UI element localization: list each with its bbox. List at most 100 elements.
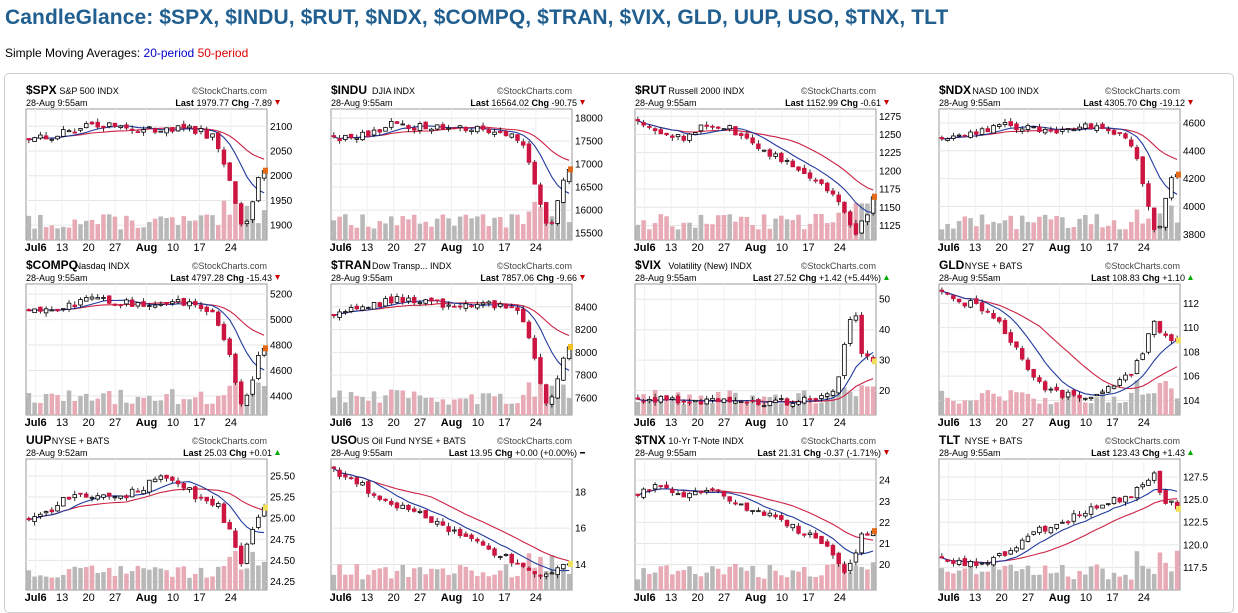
candle-body xyxy=(118,304,123,307)
chart-compq[interactable]: $COMPQ Nasdaq INDX ©StockCharts.com 28-Aug … xyxy=(25,258,293,434)
chart-last: Last 4797.28 Chg -15.43 xyxy=(170,273,272,283)
volume-bar xyxy=(1019,392,1025,415)
chart-vix[interactable]: $VIX Volatility (New) INDX ©StockCharts.co… xyxy=(634,258,893,434)
volume-bar xyxy=(870,210,876,240)
candle-body xyxy=(693,132,698,135)
candle-body xyxy=(256,355,261,379)
volume-bar xyxy=(796,214,801,240)
candle-body xyxy=(991,556,996,566)
chart-rut[interactable]: $RUT Russell 2000 INDX ©StockCharts.com 28-… xyxy=(634,83,902,259)
volume-bar xyxy=(773,570,778,590)
candle-body xyxy=(389,296,394,304)
candle-body xyxy=(1008,332,1013,343)
volume-bar xyxy=(790,220,796,240)
candle-body xyxy=(670,397,675,400)
candle-body xyxy=(693,399,698,403)
candle-body xyxy=(767,149,773,157)
volume-bar xyxy=(985,224,991,240)
chart-uup[interactable]: UUP NYSE + BATS ©StockCharts.com 28-Aug 9:5… xyxy=(25,433,296,609)
chart-last: Last 27.52 Chg +1.42 (+5.44%) xyxy=(753,273,881,283)
candle-body xyxy=(118,125,123,128)
x-tick-label: 24 xyxy=(225,242,237,254)
candle-body xyxy=(1042,128,1048,134)
volume-bar xyxy=(158,400,164,415)
candle-body xyxy=(830,190,836,195)
volume-bar xyxy=(1037,216,1042,240)
volume-bar xyxy=(1169,205,1174,240)
volume-bar xyxy=(366,226,371,240)
change-up-icon xyxy=(884,275,889,280)
volume-bar xyxy=(221,395,227,415)
volume-bar xyxy=(49,577,55,590)
candle-body xyxy=(1151,207,1157,231)
volume-bar xyxy=(452,573,457,590)
candle-body xyxy=(446,127,451,130)
candle-body xyxy=(721,398,727,403)
candle-body xyxy=(1048,388,1054,391)
x-tick-label: 10 xyxy=(776,417,788,429)
candle-body xyxy=(710,488,715,491)
candle-body xyxy=(193,301,198,306)
chart-name: NYSE + BATS xyxy=(965,436,1023,446)
volume-bar xyxy=(366,400,371,415)
candle-body xyxy=(492,131,497,135)
volume-bar xyxy=(486,393,492,415)
candle-body xyxy=(509,306,514,309)
volume-bar xyxy=(1025,393,1031,415)
volume-bar xyxy=(1077,570,1082,590)
chart-gld[interactable]: GLD NYSE + BATS ©StockCharts.com 28-Aug 9:5… xyxy=(938,258,1200,434)
chart-ndx[interactable]: $NDX NASD 100 INDX ©StockCharts.com 28-Aug … xyxy=(938,83,1206,259)
volume-bar xyxy=(819,402,824,415)
chart-indu[interactable]: $INDU DJIA INDX ©StockCharts.com 28-Aug 9:5… xyxy=(330,83,604,259)
volume-bar xyxy=(440,568,446,590)
volume-bar xyxy=(1128,222,1134,240)
candle-body xyxy=(221,149,227,165)
x-tick-label: 24 xyxy=(834,417,846,429)
candle-body xyxy=(1094,393,1100,397)
candle-body xyxy=(423,121,428,130)
volume-bar xyxy=(819,214,824,240)
candle-body xyxy=(141,129,146,133)
volume-bar xyxy=(440,399,446,415)
volume-bar xyxy=(1140,394,1145,415)
volume-bar xyxy=(1025,222,1031,240)
y-tick-label: 4200 xyxy=(1183,174,1206,185)
volume-bar xyxy=(1048,404,1054,415)
candle-body xyxy=(979,302,985,312)
volume-bar xyxy=(1088,224,1094,240)
candle-body xyxy=(693,491,698,496)
chart-tnx[interactable]: $TNX 10-Yr T-Note INDX ©StockCharts.com 28-… xyxy=(634,433,893,609)
volume-bar xyxy=(750,395,755,415)
candle-body xyxy=(1048,129,1054,132)
candle-body xyxy=(463,533,469,537)
candle-body xyxy=(945,138,950,141)
sma20-legend: 20-period xyxy=(143,46,195,60)
chart-tran[interactable]: $TRAN Dow Transp... INDX ©StockCharts.com 2… xyxy=(330,258,598,434)
volume-bar xyxy=(457,216,463,240)
candle-body xyxy=(641,488,646,498)
volume-bar xyxy=(1146,393,1151,415)
volume-bar xyxy=(566,573,572,590)
y-tick-label: 2050 xyxy=(270,147,293,158)
chart-date: 28-Aug 9:55am xyxy=(331,273,393,283)
last-price-marker xyxy=(263,504,268,511)
y-tick-label: 110 xyxy=(1183,323,1199,334)
volume-bar xyxy=(824,393,830,415)
candle-body xyxy=(394,121,400,124)
volume-bars xyxy=(635,554,876,590)
x-tick-label: 10 xyxy=(167,417,179,429)
change-down-icon xyxy=(580,275,585,280)
candle-body xyxy=(66,130,72,133)
candle-body xyxy=(337,138,342,142)
chart-uso[interactable]: USO US Oil Fund NYSE + BATS ©StockCharts.c… xyxy=(330,433,589,609)
last-price-marker xyxy=(568,343,573,350)
volume-bar xyxy=(1054,216,1059,240)
candle-body xyxy=(492,548,497,556)
candle-body xyxy=(238,381,244,405)
candle-body xyxy=(704,124,709,127)
candle-body xyxy=(118,495,123,499)
candle-body xyxy=(366,130,371,137)
volume-bar xyxy=(635,224,641,240)
chart-spx[interactable]: $SPX S&P 500 INDX ©StockCharts.com 28-Aug 9… xyxy=(25,83,293,259)
chart-tlt[interactable]: TLT NYSE + BATS ©StockCharts.com 28-Aug 9:5… xyxy=(938,433,1209,609)
